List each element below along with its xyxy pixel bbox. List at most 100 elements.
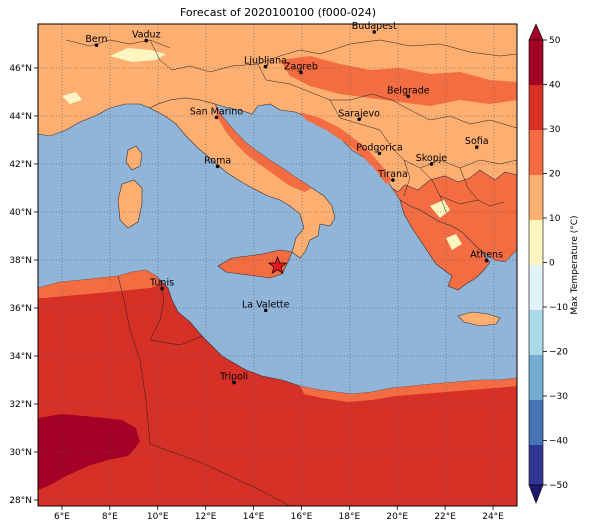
colorbar-top-extend — [528, 23, 544, 41]
map-title: Forecast of 2020100100 (f000-024) — [179, 6, 377, 19]
city-dot — [391, 178, 395, 182]
lat-tick-label: 30°N — [9, 448, 32, 458]
colorbar-seg-m10-0 — [529, 265, 543, 310]
balkans-cool-patch — [430, 200, 450, 218]
alps-cool-patch-1 — [110, 48, 166, 62]
greece-land — [399, 199, 491, 291]
city-label: La Valette — [242, 299, 290, 310]
city-dot — [406, 94, 411, 99]
city-label: San Marino — [190, 106, 243, 117]
libya-coast-band — [300, 378, 517, 402]
alps-cool-patch-2 — [62, 92, 82, 104]
lon-tick-label: 14°E — [243, 512, 265, 522]
colorbar-label: Max Temperature (°C) — [570, 215, 580, 314]
city-dot — [94, 43, 99, 47]
colorbar-seg-m50-m40 — [529, 445, 543, 485]
city-dot — [377, 151, 382, 156]
city-label: Skopje — [416, 153, 448, 164]
city-dot — [429, 162, 434, 166]
colorbar-seg-10-20 — [529, 175, 543, 220]
colorbar-tick-label: −40 — [549, 437, 568, 447]
lon-tick-label: 12°E — [195, 512, 217, 522]
city-dot — [160, 286, 164, 291]
colorbar-tick-label: −20 — [549, 348, 568, 358]
colorbar-tick-label: −10 — [549, 303, 568, 313]
map-frame — [37, 23, 518, 507]
city-dot — [214, 115, 219, 120]
lon-tick-label: 6°E — [54, 512, 70, 522]
colorbar-seg-40-50 — [529, 40, 543, 85]
lon-tick-label: 16°E — [291, 512, 313, 522]
lon-tick-label: 24°E — [482, 512, 504, 522]
colorbar-tick-label: −30 — [549, 392, 568, 402]
crete-land — [457, 311, 501, 327]
lon-tick-label: 22°E — [434, 512, 456, 522]
graticule — [38, 24, 517, 506]
colorbar-tick-labels: 50 40 30 20 10 0 −10 −20 −30 −40 −50 — [543, 36, 568, 491]
city-dot — [357, 117, 361, 122]
colorbar-seg-m30-m20 — [529, 355, 543, 400]
country-borders — [65, 39, 517, 506]
city-label: Belgrade — [387, 85, 430, 96]
lat-tick-label: 42°N — [9, 160, 32, 170]
city-label: Athens — [470, 249, 503, 260]
city-label: Vaduz — [132, 30, 161, 41]
europe-warm-band — [280, 56, 517, 106]
city-dot — [263, 64, 268, 69]
city-label: Roma — [204, 155, 231, 166]
city-label: Budapest — [352, 21, 397, 32]
city-label: Tripoli — [219, 372, 248, 383]
lon-tick-label: 10°E — [147, 512, 169, 522]
lon-tick-label: 8°E — [102, 512, 118, 522]
lat-tick-label: 28°N — [9, 496, 32, 506]
city-dot — [474, 145, 479, 149]
lon-tick-labels: 6°E 8°E 10°E 12°E 14°E 16°E 18°E 20°E 22°E 24°E — [54, 506, 504, 522]
colorbar-seg-20-30 — [529, 130, 543, 175]
colorbar: 50 40 30 20 10 0 −10 −20 −30 −40 −50 Max Temperatu… — [528, 23, 580, 504]
city-dot — [144, 38, 149, 43]
lon-tick-label: 18°E — [339, 512, 361, 522]
colorbar-tick-label: 40 — [549, 81, 561, 91]
italy-warm-band — [215, 104, 312, 192]
colorbar-seg-m20-m10 — [529, 310, 543, 355]
colorbar-tick-label: 0 — [549, 259, 555, 269]
lat-tick-label: 40°N — [9, 208, 32, 218]
lon-tick-label: 20°E — [386, 512, 408, 522]
forecast-location-star-icon — [267, 255, 288, 274]
colorbar-seg-m40-m30 — [529, 400, 543, 445]
lat-tick-label: 46°N — [9, 64, 32, 74]
colorbar-tick-label: −50 — [549, 481, 568, 491]
city-label: Podgorica — [356, 142, 403, 153]
lat-tick-label: 38°N — [9, 256, 32, 266]
lat-tick-labels: 46°N 44°N 42°N 40°N 38°N 36°N 34°N 32°N 30°N 28°N — [9, 64, 38, 506]
colorbar-seg-30-40 — [529, 85, 543, 130]
greece-cool-patch — [446, 234, 462, 250]
city-dot — [215, 164, 220, 169]
city-label: Zagreb — [284, 61, 318, 72]
colorbar-tick-label: 20 — [549, 170, 561, 180]
sardinia-land — [117, 179, 143, 229]
colorbar-tick-label: 30 — [549, 125, 561, 135]
city-label: Ljubljana — [244, 56, 287, 67]
colorbar-seg-0-10 — [529, 220, 543, 265]
lat-tick-label: 44°N — [9, 112, 32, 122]
lat-tick-label: 36°N — [9, 304, 32, 314]
city-dot — [484, 258, 489, 263]
city-dot — [372, 30, 377, 34]
city-label: Sofia — [465, 136, 489, 147]
colorbar-bottom-extend — [528, 484, 544, 504]
lat-tick-label: 34°N — [9, 352, 32, 362]
colorbar-tick-label: 50 — [549, 36, 561, 46]
lat-tick-label: 32°N — [9, 400, 32, 410]
adriatic-coast-warm-band — [300, 112, 392, 184]
city-label: Tirana — [377, 169, 408, 180]
city-dot — [232, 380, 236, 385]
city-label: Sarajevo — [338, 108, 380, 119]
city-dot — [263, 308, 268, 313]
city-label: Tunis — [149, 278, 174, 289]
tunisia-coast-band — [38, 270, 162, 298]
city-dot — [299, 70, 303, 75]
colorbar-tick-label: 10 — [549, 214, 561, 224]
